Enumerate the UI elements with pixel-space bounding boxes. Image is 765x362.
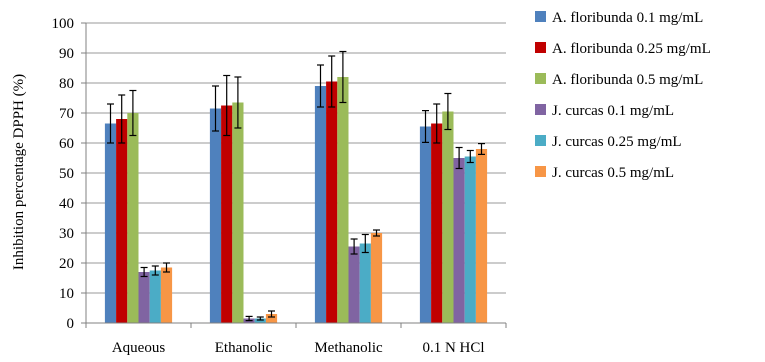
legend-swatch bbox=[535, 104, 546, 115]
bar bbox=[209, 108, 222, 323]
bar bbox=[116, 119, 128, 323]
bar bbox=[337, 77, 349, 323]
legend-swatch bbox=[535, 135, 546, 146]
y-tick-label: 0 bbox=[67, 316, 75, 332]
category-labels: Aqueous Ethanolic Methanolic 0.1 N HCl bbox=[112, 340, 485, 356]
y-tick-label: 10 bbox=[59, 286, 74, 302]
y-tick-label: 100 bbox=[52, 16, 75, 32]
y-tick-label: 30 bbox=[59, 226, 74, 242]
x-category-label: Methanolic bbox=[314, 340, 383, 356]
bar bbox=[265, 314, 278, 323]
gridlines bbox=[86, 22, 506, 294]
bar bbox=[160, 267, 173, 323]
legend-swatch bbox=[535, 73, 546, 84]
x-category-label: 0.1 N HCl bbox=[422, 340, 484, 356]
legend-label: A. floribunda 0.25 mg/mL bbox=[552, 41, 711, 57]
y-tick-label: 20 bbox=[59, 256, 74, 272]
bar bbox=[232, 102, 244, 323]
legend-swatch bbox=[535, 166, 546, 177]
y-axis-title: Inhibition percentage DPPH (%) bbox=[11, 74, 27, 270]
bar bbox=[348, 246, 360, 323]
bar bbox=[475, 149, 488, 323]
error-bars bbox=[107, 50, 485, 322]
bar bbox=[370, 233, 383, 323]
bar bbox=[314, 86, 327, 323]
bar bbox=[431, 123, 443, 323]
bar bbox=[359, 243, 371, 323]
x-category-label: Ethanolic bbox=[215, 340, 273, 356]
y-tick-label: 40 bbox=[59, 196, 74, 212]
legend-label: J. curcas 0.25 mg/mL bbox=[552, 134, 682, 150]
bar bbox=[453, 158, 465, 323]
bar bbox=[442, 111, 454, 323]
legend: A. floribunda 0.1 mg/mL A. floribunda 0.2… bbox=[535, 10, 711, 181]
y-tick-label: 60 bbox=[59, 136, 74, 152]
y-tick-label: 50 bbox=[59, 166, 74, 182]
x-category-label: Aqueous bbox=[112, 340, 165, 356]
bar bbox=[127, 113, 139, 323]
legend-label: J. curcas 0.1 mg/mL bbox=[552, 103, 674, 119]
y-axis-ticks: 0 10 20 30 40 50 60 70 80 90 100 bbox=[52, 16, 75, 332]
bar bbox=[326, 81, 338, 323]
axes bbox=[81, 22, 507, 328]
legend-label: J. curcas 0.5 mg/mL bbox=[552, 165, 674, 181]
bar bbox=[221, 105, 233, 323]
legend-swatch bbox=[535, 11, 546, 22]
bar bbox=[464, 156, 476, 323]
bar bbox=[149, 270, 161, 323]
y-tick-label: 80 bbox=[59, 76, 74, 92]
y-tick-label: 70 bbox=[59, 106, 74, 122]
legend-label: A. floribunda 0.1 mg/mL bbox=[552, 10, 703, 26]
legend-label: A. floribunda 0.5 mg/mL bbox=[552, 72, 703, 88]
bar bbox=[104, 123, 117, 323]
bar bbox=[419, 126, 432, 323]
bar-marks bbox=[104, 77, 488, 323]
y-tick-label: 90 bbox=[59, 46, 74, 62]
legend-swatch bbox=[535, 42, 546, 53]
bar bbox=[138, 272, 150, 323]
bar bbox=[254, 318, 266, 323]
